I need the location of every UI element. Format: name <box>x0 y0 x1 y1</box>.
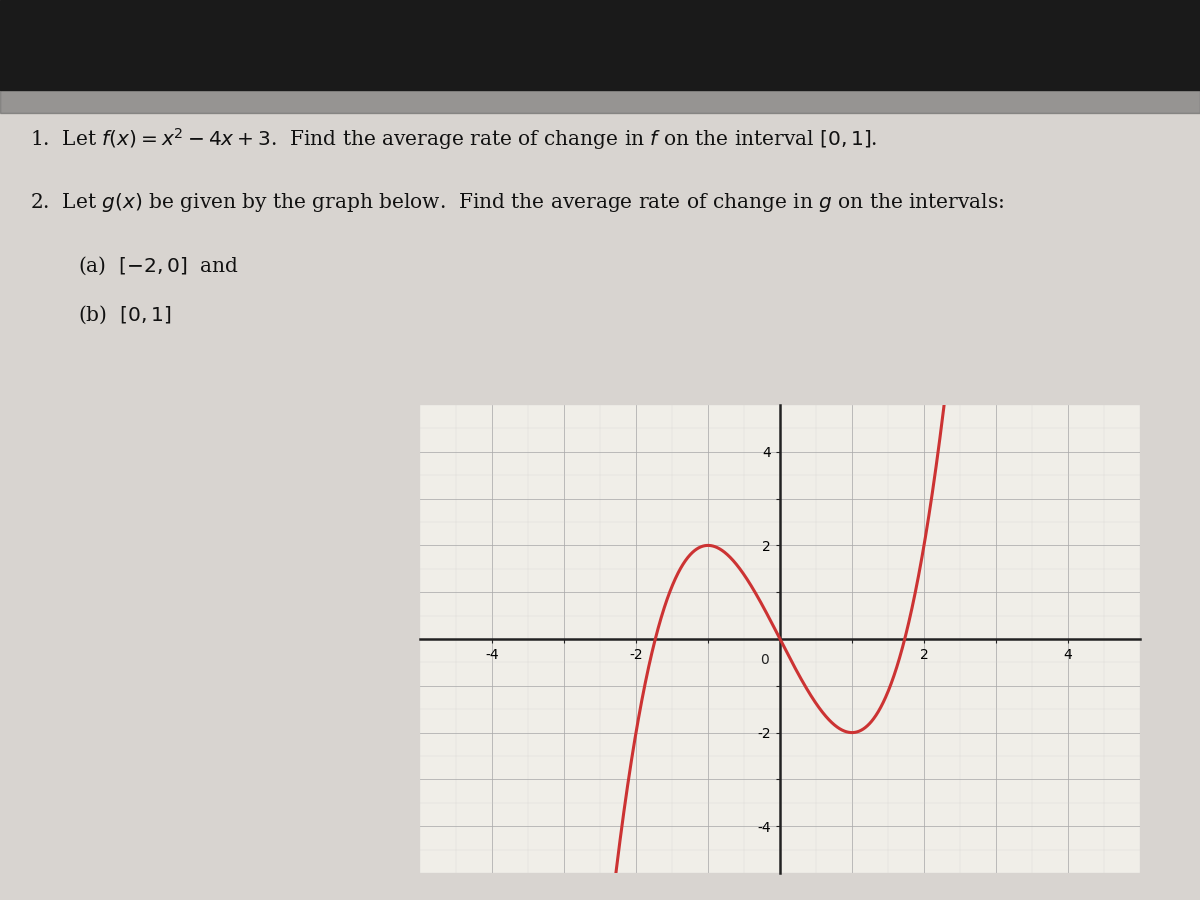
Text: 0: 0 <box>761 653 769 667</box>
Text: ing Target F2:: ing Target F2: <box>30 48 205 69</box>
Text: (b)  $[0, 1]$: (b) $[0, 1]$ <box>78 304 172 326</box>
Text: 1.  Let $f(x) = x^2 - 4x + 3$.  Find the average rate of change in $f$ on the in: 1. Let $f(x) = x^2 - 4x + 3$. Find the a… <box>30 127 877 152</box>
Text: 2.  Let $g(x)$ be given by the graph below.  Find the average rate of change in : 2. Let $g(x)$ be given by the graph belo… <box>30 191 1004 214</box>
Text: (a)  $[-2, 0]$  and: (a) $[-2, 0]$ and <box>78 255 239 276</box>
Text: I can find the average rate of change of a function on an interval.: I can find the average rate of change of… <box>228 48 982 69</box>
